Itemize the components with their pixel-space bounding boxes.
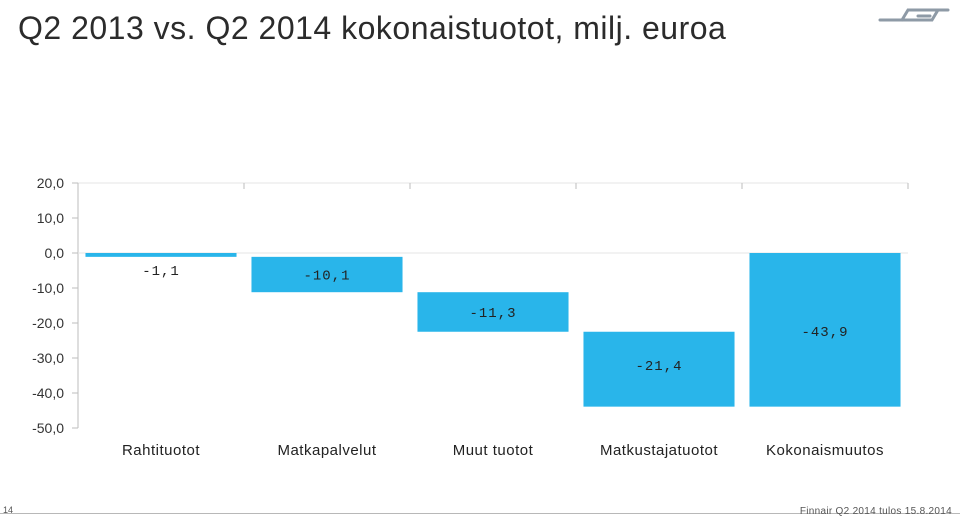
y-tick-label: 10,0: [37, 210, 64, 226]
category-axis: Rahtituotot Matkapalvelut Muut tuotot Matku…: [122, 442, 884, 459]
y-tick-label: 0,0: [45, 245, 65, 261]
y-tick-label: 20,0: [37, 175, 64, 191]
y-tick-label: -50,0: [32, 420, 64, 436]
bar-3: [583, 331, 735, 407]
page-number: 14: [3, 505, 14, 515]
category-label-3: Matkustajatuotot: [600, 442, 718, 459]
y-tick-label: -40,0: [32, 385, 64, 401]
chart-title: Q2 2013 vs. Q2 2014 kokonaistuotot, milj…: [18, 10, 727, 46]
bar-0: [85, 253, 237, 257]
category-label-4: Kokonaismuutos: [766, 442, 884, 459]
bar-2: [417, 292, 569, 332]
finnair-logo-icon: [878, 8, 950, 22]
bars: [85, 253, 901, 407]
y-tick-label: -20,0: [32, 315, 64, 331]
category-label-1: Matkapalvelut: [277, 442, 376, 459]
data-labels: -1,1 -10,1 -11,3 -21,4 -43,9: [142, 264, 848, 375]
bar-1: [251, 256, 403, 293]
footer-text: Finnair Q2 2014 tulos 15.8.2014: [799, 506, 952, 517]
waterfall-chart: 20,0 10,0 0,0 -10,0 -20,0 -30,0 -40,0 -50,0 -1,…: [32, 175, 909, 459]
data-label-3: -21,4: [635, 359, 682, 375]
bar-4: [749, 253, 901, 407]
data-label-0: -1,1: [142, 264, 180, 280]
data-label-1: -10,1: [303, 269, 350, 285]
y-axis: 20,0 10,0 0,0 -10,0 -20,0 -30,0 -40,0 -50,0: [32, 175, 909, 436]
data-label-4: -43,9: [801, 325, 848, 341]
category-label-0: Rahtituotot: [122, 442, 200, 459]
y-tick-label: -10,0: [32, 280, 64, 296]
category-label-2: Muut tuotot: [453, 442, 534, 459]
footer-divider: [0, 513, 960, 514]
data-label-2: -11,3: [469, 306, 516, 322]
y-tick-label: -30,0: [32, 350, 64, 366]
